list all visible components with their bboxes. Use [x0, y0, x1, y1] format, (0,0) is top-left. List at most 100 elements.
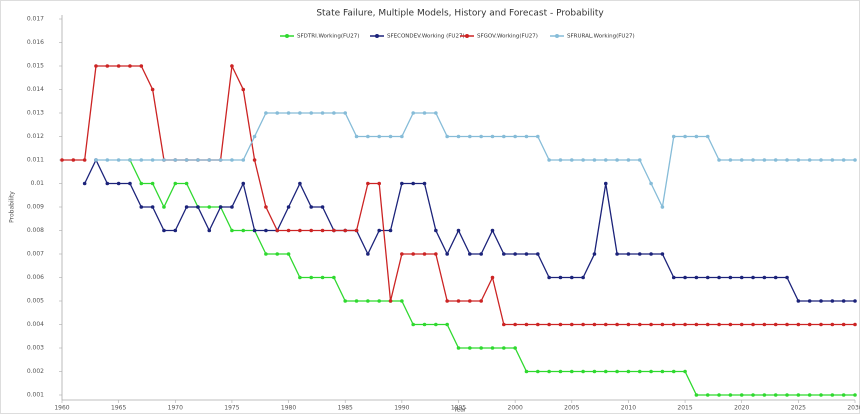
x-tick-label: 2025 — [791, 405, 806, 412]
data-point — [694, 134, 699, 139]
data-point — [241, 158, 246, 162]
data-point — [717, 393, 721, 397]
data-point — [105, 158, 110, 162]
data-point — [592, 369, 597, 374]
data-point — [218, 205, 223, 209]
data-point — [275, 228, 280, 233]
data-point — [422, 111, 427, 115]
data-point — [592, 158, 597, 162]
chart-title: State Failure, Multiple Models, History … — [316, 9, 604, 19]
x-tick-label: 2000 — [508, 405, 523, 412]
data-point — [354, 299, 359, 303]
data-point — [71, 158, 76, 162]
data-point — [513, 322, 517, 327]
data-point — [626, 322, 631, 327]
data-point — [400, 252, 404, 256]
data-point — [683, 369, 687, 374]
data-point — [411, 252, 415, 256]
data-point — [162, 205, 166, 209]
data-point — [366, 299, 370, 303]
data-point — [445, 134, 449, 139]
data-point — [671, 275, 676, 280]
y-tick-label: 0.009 — [27, 204, 44, 211]
data-point — [751, 393, 755, 397]
data-point — [150, 205, 155, 209]
x-tick-label: 1965 — [111, 405, 126, 412]
data-point — [524, 369, 529, 374]
data-point — [116, 64, 121, 68]
data-point — [841, 393, 846, 397]
data-point — [241, 87, 246, 92]
data-point — [162, 228, 166, 233]
data-point — [547, 369, 551, 374]
data-point — [502, 346, 506, 350]
data-point — [490, 346, 495, 350]
data-point — [377, 181, 382, 186]
data-point — [343, 228, 348, 233]
data-point — [841, 299, 846, 303]
x-tick-label: 1995 — [451, 405, 466, 412]
data-point — [683, 134, 687, 139]
data-point — [637, 252, 642, 256]
data-point — [139, 64, 144, 68]
data-point — [150, 181, 155, 186]
data-point — [320, 205, 325, 209]
data-point — [184, 205, 189, 209]
data-point — [581, 158, 585, 162]
data-point — [434, 322, 438, 327]
data-point — [422, 181, 427, 186]
data-point — [728, 393, 733, 397]
data-point — [626, 369, 631, 374]
x-tick-label: 1975 — [224, 405, 239, 412]
data-point — [603, 322, 608, 327]
data-point — [116, 158, 121, 162]
data-point — [479, 252, 483, 256]
data-point — [173, 228, 178, 233]
data-point — [830, 158, 835, 162]
data-point — [660, 369, 665, 374]
data-point — [773, 393, 778, 397]
data-point — [422, 322, 427, 327]
data-point — [400, 299, 404, 303]
data-point — [603, 158, 608, 162]
data-point — [671, 369, 676, 374]
data-point — [819, 158, 823, 162]
data-point — [173, 181, 178, 186]
data-point — [150, 87, 155, 92]
data-point — [581, 369, 585, 374]
data-point — [626, 158, 631, 162]
x-tick-label: 1980 — [281, 405, 296, 412]
data-point — [196, 158, 200, 162]
data-point — [807, 158, 812, 162]
y-tick-label: 0.016 — [27, 39, 44, 46]
data-point — [150, 158, 155, 162]
legend-marker — [465, 34, 469, 38]
data-point — [298, 275, 302, 280]
data-point — [298, 111, 302, 115]
data-point — [796, 158, 801, 162]
data-point — [309, 111, 314, 115]
data-point — [830, 299, 835, 303]
data-point — [105, 64, 110, 68]
y-tick-label: 0.011 — [27, 157, 44, 164]
data-point — [196, 205, 200, 209]
data-point — [569, 369, 574, 374]
data-point — [796, 322, 801, 327]
data-point — [683, 275, 687, 280]
x-tick-label: 1990 — [394, 405, 409, 412]
data-point — [468, 252, 472, 256]
data-point — [785, 393, 789, 397]
x-tick-label: 2010 — [621, 405, 636, 412]
data-point — [603, 369, 608, 374]
data-point — [717, 275, 721, 280]
data-point — [615, 322, 619, 327]
data-point — [377, 299, 382, 303]
data-point — [513, 134, 517, 139]
data-point — [230, 228, 234, 233]
data-point — [434, 228, 438, 233]
data-point — [683, 322, 687, 327]
data-point — [558, 369, 563, 374]
x-axis-label: Year — [453, 407, 467, 414]
data-point — [434, 252, 438, 256]
data-point — [558, 158, 563, 162]
